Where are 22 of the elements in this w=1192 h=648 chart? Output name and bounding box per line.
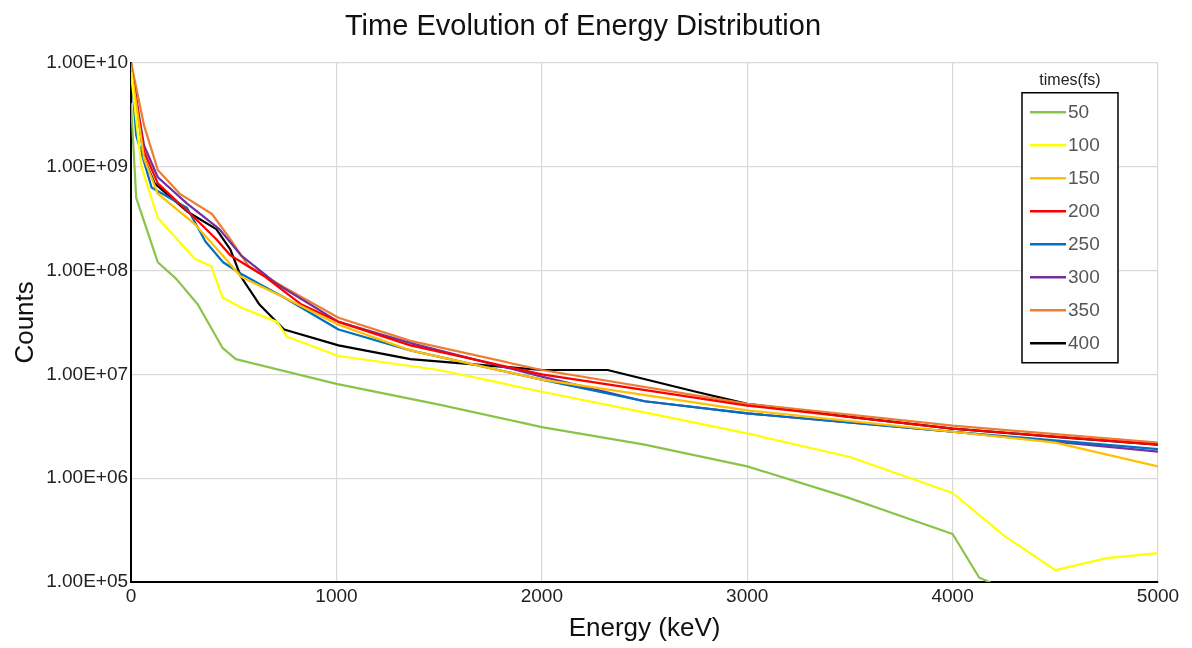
- legend-label: 350: [1068, 298, 1100, 320]
- x-tick-label: 2000: [520, 584, 563, 606]
- x-tick-label: 4000: [931, 584, 974, 606]
- y-tick-label: 1.00E+07: [46, 362, 129, 384]
- legend-title: times(fs): [1039, 71, 1101, 89]
- y-axis-title: Counts: [8, 281, 39, 364]
- x-tick-label: 1000: [315, 584, 358, 606]
- legend-label: 100: [1068, 133, 1100, 155]
- y-tick-label: 1.00E+09: [46, 154, 129, 176]
- y-tick-label: 1.00E+10: [46, 51, 129, 73]
- x-tick-label: 5000: [1136, 584, 1180, 606]
- legend-label: 50: [1068, 100, 1090, 122]
- y-tick-label: 1.00E+08: [46, 258, 129, 280]
- legend-label: 300: [1068, 265, 1100, 287]
- y-tick-label: 1.00E+06: [46, 466, 129, 488]
- chart-title: Time Evolution of Energy Distribution: [344, 9, 822, 42]
- legend-label: 400: [1068, 331, 1100, 353]
- x-axis-title: Energy (keV): [568, 611, 721, 642]
- legend-label: 250: [1068, 232, 1100, 254]
- x-tick-label: 3000: [726, 584, 769, 606]
- legend-label: 200: [1068, 199, 1100, 221]
- legend-label: 150: [1068, 166, 1100, 188]
